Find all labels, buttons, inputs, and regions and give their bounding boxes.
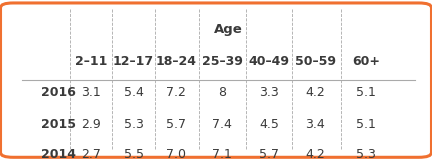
Text: 7.1: 7.1 <box>213 148 232 161</box>
Text: 12–17: 12–17 <box>113 55 154 68</box>
Text: 50–59: 50–59 <box>295 55 336 68</box>
Text: 5.7: 5.7 <box>259 148 279 161</box>
Text: 5.3: 5.3 <box>356 148 376 161</box>
Text: 3.1: 3.1 <box>82 86 101 99</box>
Text: 3.3: 3.3 <box>259 86 279 99</box>
Text: 4.5: 4.5 <box>259 118 279 131</box>
Text: 7.2: 7.2 <box>166 86 186 99</box>
Text: 5.1: 5.1 <box>356 86 376 99</box>
Text: Age: Age <box>214 23 243 36</box>
Text: 7.4: 7.4 <box>213 118 232 131</box>
Text: 5.4: 5.4 <box>124 86 143 99</box>
Text: 5.1: 5.1 <box>356 118 376 131</box>
FancyBboxPatch shape <box>0 3 432 157</box>
Text: 25–39: 25–39 <box>202 55 243 68</box>
Text: 5.3: 5.3 <box>124 118 143 131</box>
Text: 2.9: 2.9 <box>82 118 101 131</box>
Text: 3.4: 3.4 <box>305 118 325 131</box>
Text: 2016: 2016 <box>41 86 76 99</box>
Text: 2014: 2014 <box>41 148 76 161</box>
Text: 2015: 2015 <box>41 118 76 131</box>
Text: 2–11: 2–11 <box>75 55 108 68</box>
Text: 2.7: 2.7 <box>81 148 101 161</box>
Text: 5.7: 5.7 <box>166 118 186 131</box>
Text: 5.5: 5.5 <box>124 148 143 161</box>
Text: 4.2: 4.2 <box>305 148 325 161</box>
Text: 18–24: 18–24 <box>156 55 197 68</box>
Text: 60+: 60+ <box>352 55 380 68</box>
Text: 40–49: 40–49 <box>248 55 289 68</box>
Text: 4.2: 4.2 <box>305 86 325 99</box>
Text: 7.0: 7.0 <box>166 148 186 161</box>
Text: 8: 8 <box>218 86 226 99</box>
